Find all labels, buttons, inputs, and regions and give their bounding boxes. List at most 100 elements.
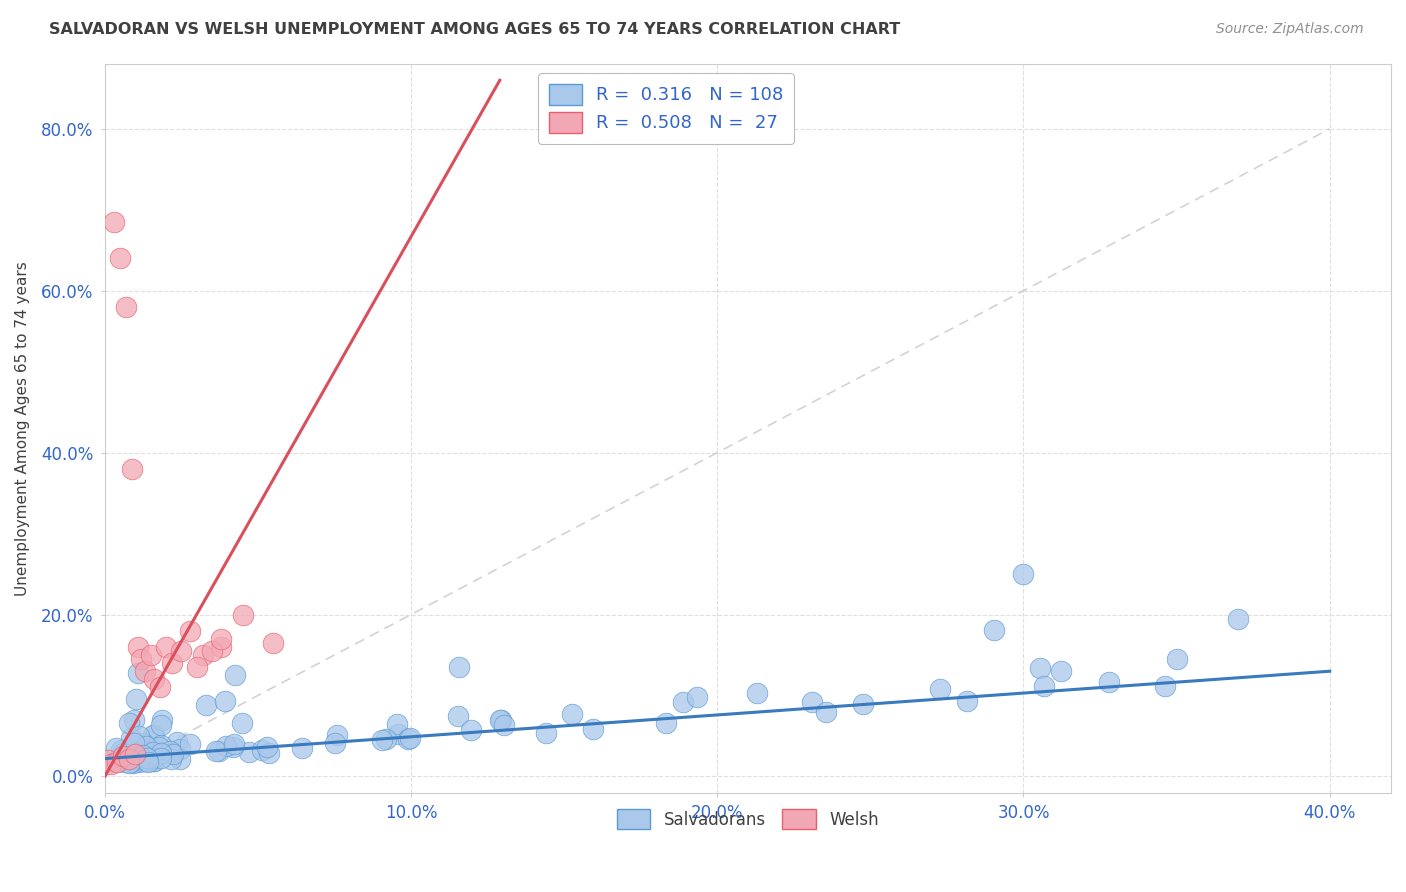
Point: [387, 716, 409, 731]
Point: [114, 755, 136, 769]
Point: [1226, 611, 1249, 625]
Point: [1029, 661, 1052, 675]
Point: [1154, 679, 1177, 693]
Point: [121, 755, 143, 769]
Point: [148, 740, 170, 755]
Point: [118, 756, 141, 770]
Point: [142, 673, 165, 687]
Point: [100, 757, 122, 772]
Point: [326, 728, 349, 742]
Point: [127, 640, 149, 654]
Point: [118, 716, 141, 731]
Point: [561, 707, 583, 722]
Point: [132, 744, 155, 758]
Point: [125, 747, 148, 762]
Point: [1166, 652, 1188, 666]
Point: [262, 636, 284, 650]
Point: [238, 744, 260, 758]
Point: [1032, 679, 1054, 693]
Point: [257, 747, 280, 761]
Point: [489, 713, 512, 727]
Point: [142, 745, 165, 759]
Point: [149, 717, 172, 731]
Point: [222, 740, 245, 755]
Point: [115, 752, 138, 766]
Point: [125, 692, 148, 706]
Point: [852, 697, 875, 711]
Point: [143, 754, 166, 768]
Point: [375, 732, 398, 747]
Point: [325, 736, 347, 750]
Point: [135, 754, 157, 768]
Point: [122, 756, 145, 770]
Point: [132, 736, 155, 750]
Point: [150, 746, 173, 760]
Point: [160, 752, 183, 766]
Text: Source: ZipAtlas.com: Source: ZipAtlas.com: [1216, 22, 1364, 37]
Point: [157, 746, 180, 760]
Point: [135, 751, 157, 765]
Point: [983, 623, 1005, 637]
Point: [128, 752, 150, 766]
Point: [105, 753, 128, 767]
Point: [685, 690, 707, 705]
Point: [114, 749, 136, 764]
Point: [136, 755, 159, 769]
Point: [115, 300, 138, 314]
Point: [132, 747, 155, 762]
Point: [142, 728, 165, 742]
Point: [460, 723, 482, 737]
Point: [121, 462, 143, 476]
Point: [291, 741, 314, 756]
Point: [447, 660, 470, 674]
Point: [134, 664, 156, 678]
Point: [169, 752, 191, 766]
Point: [142, 751, 165, 765]
Point: [494, 718, 516, 732]
Point: [209, 640, 232, 654]
Point: [179, 624, 201, 638]
Legend: Salvadorans, Welsh: Salvadorans, Welsh: [610, 803, 886, 835]
Point: [128, 729, 150, 743]
Point: [214, 694, 236, 708]
Point: [672, 695, 695, 709]
Point: [582, 723, 605, 737]
Point: [124, 747, 146, 761]
Point: [162, 747, 184, 761]
Point: [179, 737, 201, 751]
Point: [97, 753, 120, 767]
Point: [150, 750, 173, 764]
Point: [125, 751, 148, 765]
Point: [150, 714, 173, 728]
Point: [118, 752, 141, 766]
Point: [447, 709, 470, 723]
Point: [186, 660, 208, 674]
Point: [232, 607, 254, 622]
Point: [124, 736, 146, 750]
Point: [800, 695, 823, 709]
Point: [155, 640, 177, 654]
Point: [491, 713, 513, 727]
Point: [110, 749, 132, 764]
Point: [122, 713, 145, 727]
Point: [127, 665, 149, 680]
Y-axis label: Unemployment Among Ages 65 to 74 years: Unemployment Among Ages 65 to 74 years: [15, 261, 30, 596]
Point: [256, 739, 278, 754]
Point: [120, 731, 142, 745]
Point: [105, 755, 128, 769]
Point: [1097, 674, 1119, 689]
Point: [250, 742, 273, 756]
Point: [201, 644, 224, 658]
Point: [191, 648, 214, 662]
Point: [224, 668, 246, 682]
Point: [128, 745, 150, 759]
Point: [655, 715, 678, 730]
Point: [170, 644, 193, 658]
Point: [131, 652, 153, 666]
Point: [135, 739, 157, 754]
Point: [142, 728, 165, 742]
Point: [1049, 664, 1071, 678]
Point: [105, 741, 128, 756]
Point: [141, 741, 163, 756]
Point: [122, 752, 145, 766]
